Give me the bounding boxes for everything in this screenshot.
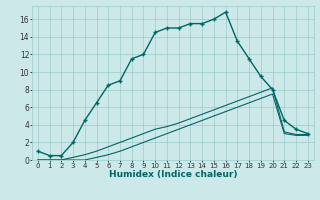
X-axis label: Humidex (Indice chaleur): Humidex (Indice chaleur) <box>108 170 237 179</box>
